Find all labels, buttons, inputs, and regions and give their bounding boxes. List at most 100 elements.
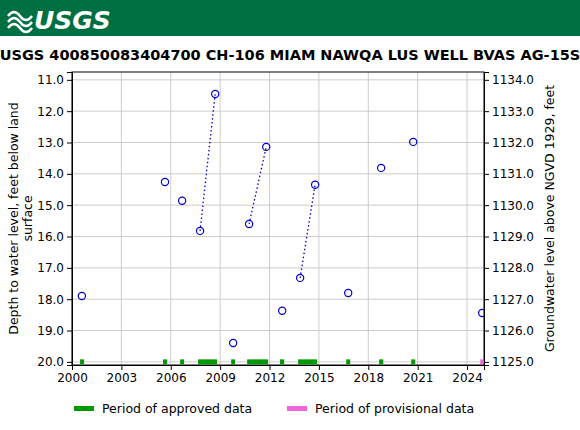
tick: 2009 [205,365,236,385]
grid-line-x [368,72,369,365]
data-point [410,138,417,145]
tick: 2003 [107,365,138,385]
tick-label: 1131.0 [492,167,534,181]
tick: 19.0 [37,324,72,338]
x-axis: 200020032006200920122015201820212024 [57,365,484,385]
period-bar [163,359,167,364]
tick: 2006 [156,365,187,385]
period-bar [280,359,284,364]
tick: 12.0 [37,105,72,119]
tick: 2024 [452,365,483,385]
tick-mark [67,299,72,300]
tick-label: 1133.0 [492,105,534,119]
tick: 11.0 [37,73,72,87]
tick: 1128.0 [484,261,534,275]
grid-line-y [72,267,484,268]
grid-line-y [72,111,484,112]
tick: 1131.0 [484,167,534,181]
grid-line-x [269,72,270,365]
tick-label: 1128.0 [492,261,534,275]
tick: 2015 [304,365,335,385]
plot-frame [72,72,484,365]
tick-label: 2009 [205,371,236,385]
data-point [161,178,168,185]
tick: 1125.0 [484,355,534,369]
tick-mark [67,80,72,81]
tick-mark [484,80,489,81]
tick: 1129.0 [484,230,534,244]
tick-mark [319,365,320,370]
y-axis-title-line: surface [20,195,35,242]
data-point [212,90,219,97]
tick: 20.0 [37,355,72,369]
period-bar [247,359,268,364]
period-bar [379,359,383,364]
grid-line-y [72,142,484,143]
plot-area [78,90,484,364]
tick-mark [484,237,489,238]
axis-line [73,366,485,371]
tick-label: 19.0 [37,324,64,338]
tick-label: 18.0 [37,293,64,307]
tick-label: 16.0 [37,230,64,244]
grid-line-x [467,72,468,365]
axis-line [485,73,490,366]
tick-mark [484,111,489,112]
tick: 14.0 [37,167,72,181]
axis-line [67,73,73,366]
data-point [78,292,85,299]
tick-mark [121,365,122,370]
tick-label: 1130.0 [492,199,534,213]
grid-line-y [72,330,484,331]
y-axis: 11.012.013.014.015.016.017.018.019.020.0 [37,73,72,370]
tick: 2012 [255,365,286,385]
tick-mark [67,237,72,238]
tick-label: 15.0 [37,199,64,213]
series-line [82,94,482,343]
tick: 1132.0 [484,136,534,150]
tick-mark [484,268,489,269]
tick: 17.0 [37,261,72,275]
data-point [179,197,186,204]
tick-label: 1132.0 [492,136,534,150]
tick-mark [67,143,72,144]
tick: 1133.0 [484,105,534,119]
tick-label: 1127.0 [492,293,534,307]
legend-swatch [74,406,94,411]
tick-mark [484,331,489,332]
tick-label: 1126.0 [492,324,534,338]
data-point [312,181,319,188]
tick-mark [67,111,72,112]
tick-label: 20.0 [37,355,64,369]
tick: 1134.0 [484,73,534,87]
grid-line-y [72,205,484,206]
tick-mark [484,362,489,363]
tick-mark [67,362,72,363]
tick-mark [270,365,271,370]
legend: Period of approved dataPeriod of provisi… [74,401,474,416]
tick-mark [484,143,489,144]
data-point [196,227,203,234]
period-bar [346,359,350,364]
tick-label: 2003 [107,371,138,385]
tick-mark [484,299,489,300]
tick-label: 1129.0 [492,230,534,244]
legend-label: Period of provisional data [315,401,474,416]
grid-line-y [72,173,484,174]
data-point [345,289,352,296]
tick-label: 2018 [354,371,385,385]
tick-label: 1134.0 [492,73,534,87]
grid-line-x [318,72,319,365]
tick-mark [67,174,72,175]
data-point [279,307,286,314]
tick-label: 2015 [304,371,335,385]
grid-line-y [72,361,484,362]
period-bar [411,359,415,364]
tick: 15.0 [37,199,72,213]
tick: 2018 [354,365,385,385]
y2-axis: 1125.0 1126.0 1127.0 1128.0 1129.0 1130.0 1131… [484,73,534,370]
tick: 2021 [403,365,434,385]
tick-mark [67,331,72,332]
tick-mark [67,205,72,206]
data-point [378,164,385,171]
